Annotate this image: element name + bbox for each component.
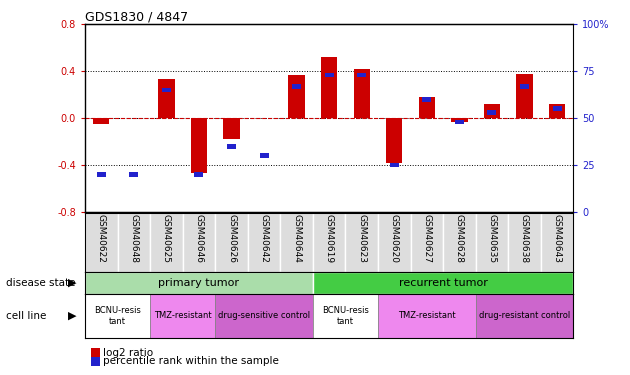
Bar — [85, 294, 150, 338]
Bar — [455, 120, 464, 124]
Bar — [517, 74, 532, 118]
Bar — [549, 104, 565, 118]
Text: drug-sensitive control: drug-sensitive control — [218, 311, 310, 320]
Text: GSM40626: GSM40626 — [227, 214, 236, 263]
Bar — [411, 213, 443, 272]
Bar — [321, 57, 337, 118]
Bar — [150, 213, 183, 272]
Text: GSM40648: GSM40648 — [129, 214, 139, 263]
Bar — [553, 106, 561, 111]
Text: GSM40642: GSM40642 — [260, 214, 268, 263]
Bar — [150, 294, 215, 338]
Bar — [419, 97, 435, 118]
Bar — [508, 213, 541, 272]
Bar — [183, 213, 215, 272]
Text: GSM40623: GSM40623 — [357, 214, 366, 263]
Text: disease state: disease state — [6, 278, 76, 288]
Bar — [386, 118, 403, 163]
Text: cell line: cell line — [6, 311, 47, 321]
Bar — [476, 213, 508, 272]
Bar — [292, 84, 301, 88]
Bar — [129, 172, 139, 177]
Text: GSM40627: GSM40627 — [422, 214, 432, 263]
Bar — [422, 97, 432, 102]
Bar — [357, 73, 366, 77]
Text: BCNU-resis
tant: BCNU-resis tant — [94, 306, 141, 326]
Text: TMZ-resistant: TMZ-resistant — [398, 311, 455, 320]
Text: drug-resistant control: drug-resistant control — [479, 311, 570, 320]
Bar — [85, 272, 313, 294]
Bar — [85, 213, 118, 272]
Text: GSM40635: GSM40635 — [488, 214, 496, 264]
Bar — [260, 153, 268, 158]
Bar — [158, 80, 175, 118]
Text: GSM40622: GSM40622 — [97, 214, 106, 263]
Bar — [484, 104, 500, 118]
Text: GSM40625: GSM40625 — [162, 214, 171, 263]
Text: GSM40644: GSM40644 — [292, 214, 301, 263]
Text: percentile rank within the sample: percentile rank within the sample — [103, 357, 278, 366]
Bar — [97, 172, 106, 177]
Bar — [195, 172, 203, 177]
Text: GSM40619: GSM40619 — [324, 214, 334, 264]
Text: ▶: ▶ — [67, 278, 76, 288]
Bar — [227, 144, 236, 148]
Bar — [118, 213, 150, 272]
Bar — [520, 84, 529, 88]
Bar — [378, 213, 411, 272]
Bar — [541, 213, 573, 272]
Text: GSM40638: GSM40638 — [520, 214, 529, 264]
Bar — [378, 294, 476, 338]
Text: recurrent tumor: recurrent tumor — [399, 278, 488, 288]
Bar — [313, 213, 345, 272]
Text: TMZ-resistant: TMZ-resistant — [154, 311, 212, 320]
Bar — [191, 118, 207, 173]
Bar — [215, 213, 248, 272]
Bar — [451, 118, 467, 122]
Bar — [224, 118, 239, 139]
Bar — [280, 213, 313, 272]
Text: GSM40643: GSM40643 — [553, 214, 561, 263]
Bar — [313, 272, 573, 294]
Text: log2 ratio: log2 ratio — [103, 348, 153, 358]
Bar — [289, 75, 305, 118]
Bar — [476, 294, 573, 338]
Text: GSM40628: GSM40628 — [455, 214, 464, 263]
Bar — [488, 110, 496, 115]
Bar — [324, 73, 334, 77]
Bar — [248, 213, 280, 272]
Text: GDS1830 / 4847: GDS1830 / 4847 — [85, 10, 188, 23]
Text: primary tumor: primary tumor — [159, 278, 239, 288]
Bar — [93, 118, 110, 124]
Bar — [162, 88, 171, 92]
Text: GSM40646: GSM40646 — [195, 214, 203, 263]
Bar — [215, 294, 313, 338]
Bar — [313, 294, 378, 338]
Bar — [443, 213, 476, 272]
Bar — [345, 213, 378, 272]
Text: GSM40620: GSM40620 — [390, 214, 399, 263]
Text: ▶: ▶ — [67, 311, 76, 321]
Bar — [390, 163, 399, 167]
Text: BCNU-resis
tant: BCNU-resis tant — [322, 306, 369, 326]
Bar — [353, 69, 370, 118]
